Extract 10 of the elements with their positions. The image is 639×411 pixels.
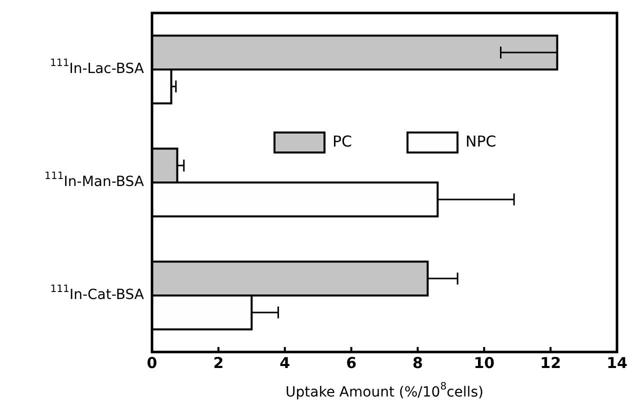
x-tick-label: 12 <box>540 354 562 372</box>
x-tick-label: 14 <box>606 354 628 372</box>
x-tick-label: 0 <box>146 354 158 372</box>
text: NPC <box>466 132 496 150</box>
legend-label: PC <box>332 132 352 150</box>
x-tick-label: 10 <box>474 354 495 372</box>
x-tick-label: 6 <box>346 354 357 372</box>
x-tick-label: 2 <box>213 354 224 372</box>
x-tick-label: 8 <box>412 354 423 372</box>
x-tick-label: 4 <box>280 354 290 372</box>
